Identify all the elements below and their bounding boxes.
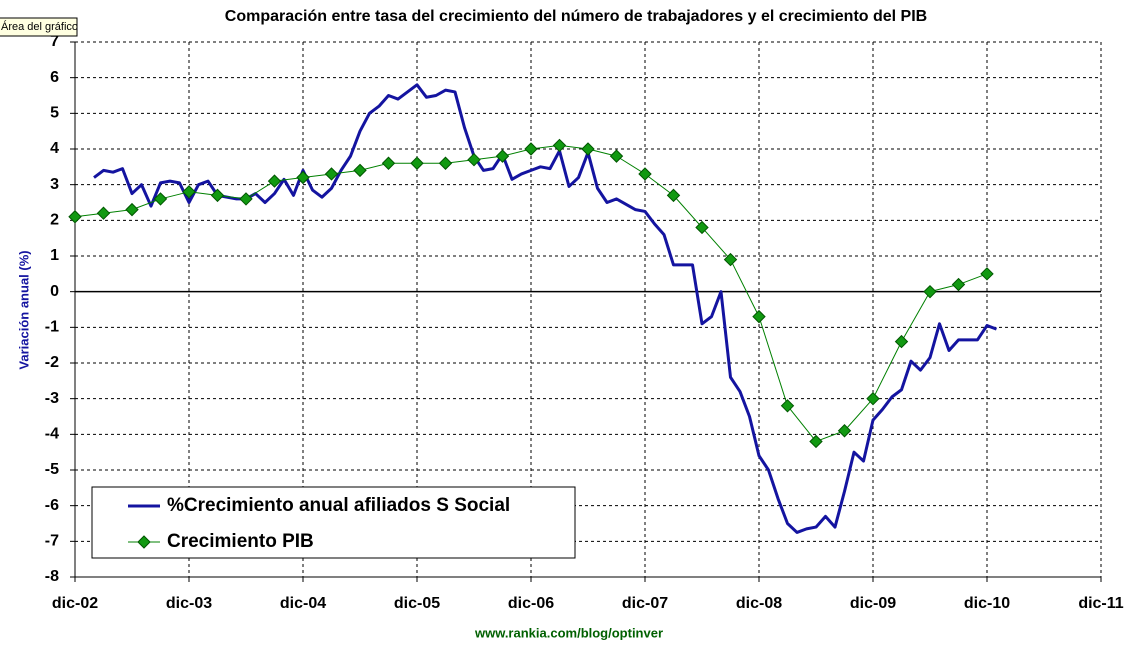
marker: [923, 284, 937, 299]
marker: [324, 167, 339, 181]
marker: [381, 156, 396, 170]
x-tick-label: dic-10: [964, 595, 1010, 612]
marker: [125, 202, 139, 217]
marker: [837, 424, 852, 438]
marker: [182, 185, 196, 199]
x-tick-label: dic-05: [394, 595, 440, 612]
marker: [866, 391, 880, 406]
y-tick-label: -7: [45, 533, 59, 550]
marker: [96, 206, 111, 220]
marker: [210, 188, 225, 203]
y-tick-label: 0: [50, 283, 59, 300]
marker: [438, 156, 453, 170]
x-tick-label: dic-02: [52, 595, 98, 612]
marker: [296, 170, 310, 185]
legend-marker: [137, 535, 151, 549]
y-tick-label: 5: [50, 105, 59, 122]
x-tick-label: dic-07: [622, 595, 668, 612]
x-tick-label: dic-09: [850, 595, 896, 612]
legend-label: Crecimiento PIB: [167, 531, 314, 552]
y-tick-label: 3: [50, 176, 59, 193]
marker: [267, 174, 282, 188]
marker: [524, 142, 538, 156]
legend-label: %Crecimiento anual afiliados S Social: [167, 495, 510, 516]
y-tick-label: 1: [50, 247, 59, 264]
series-line: [93, 83, 998, 534]
marker: [609, 149, 624, 163]
legend-box: [91, 486, 576, 559]
marker: [695, 220, 709, 235]
tooltip: Área del gráfico: [0, 17, 78, 37]
marker: [410, 156, 424, 170]
marker: [552, 138, 567, 153]
tooltip-text: Área del gráfico: [1, 20, 78, 33]
y-axis-label: Variación anual (%): [16, 250, 31, 369]
y-tick-label: 6: [50, 69, 59, 86]
y-tick-label: -6: [45, 497, 59, 514]
marker: [68, 210, 82, 224]
tooltip-box: [0, 17, 78, 37]
marker: [780, 399, 795, 413]
x-tick-label: dic-11: [1078, 595, 1123, 612]
marker: [980, 267, 994, 281]
y-tick-label: 4: [50, 140, 59, 157]
x-tick-label: dic-08: [736, 595, 782, 612]
y-tick-label: 7: [50, 33, 59, 50]
x-tick-label: dic-04: [280, 595, 326, 612]
source: www.rankia.com/blog/optinver: [474, 625, 663, 640]
marker: [894, 334, 909, 349]
marker: [239, 192, 253, 206]
marker: [467, 152, 481, 167]
marker: [153, 192, 168, 206]
marker: [581, 142, 595, 156]
x-tick-label: dic-03: [166, 595, 212, 612]
y-tick-label: -4: [45, 426, 59, 443]
y-tick-label: -8: [45, 568, 59, 585]
y-tick-label: -3: [45, 390, 59, 407]
marker: [495, 149, 510, 163]
chart-title: Comparación entre tasa del crecimiento d…: [225, 8, 927, 25]
x-tick-label: dic-06: [508, 595, 554, 612]
marker: [666, 188, 681, 203]
marker: [353, 163, 367, 178]
y-tick-label: -2: [45, 354, 59, 371]
marker: [723, 252, 738, 267]
y-tick-label: 2: [50, 212, 59, 229]
marker: [809, 434, 823, 449]
marker: [638, 167, 652, 181]
y-tick-label: -1: [45, 319, 59, 336]
marker: [951, 277, 966, 292]
marker: [752, 309, 766, 324]
y-tick-label: -5: [45, 461, 59, 478]
